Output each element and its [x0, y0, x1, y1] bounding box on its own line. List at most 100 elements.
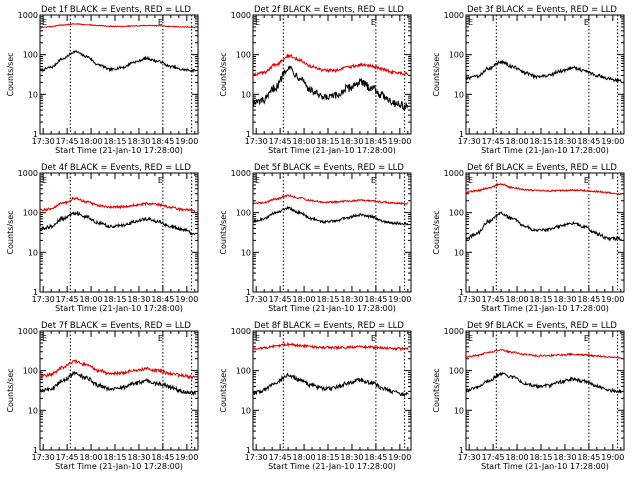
x-tick-label: 18:45	[151, 453, 174, 462]
x-tick-label: 17:30	[458, 295, 481, 304]
e-marker-label: E	[42, 176, 47, 185]
e-marker-label: E	[42, 18, 47, 27]
x-tick-label: 18:15	[103, 295, 126, 304]
e-marker-label: E	[158, 334, 163, 343]
x-tick-label: 17:45	[482, 453, 505, 462]
y-tick-label: 10	[241, 248, 251, 257]
x-tick-label: 19:00	[601, 137, 624, 146]
detector-panel-4: Det 4f BLACK = Events, RED = LLD 1 10 100 10…	[6, 163, 199, 313]
y-tick-label: 10	[28, 248, 38, 257]
plot-frame	[252, 14, 412, 135]
x-tick-label: 17:30	[245, 137, 268, 146]
x-axis-label: Start Time (21-Jan-10 17:28:00)	[55, 146, 183, 155]
events-series-line	[252, 65, 409, 112]
panel-title: Det 3f BLACK = Events, RED = LLD	[467, 5, 617, 15]
x-axis-label: Start Time (21-Jan-10 17:28:00)	[268, 146, 396, 155]
x-axis-label: Start Time (21-Jan-10 17:28:00)	[481, 146, 609, 155]
panel-title: Det 9f BLACK = Events, RED = LLD	[467, 321, 617, 331]
panel-title: Det 7f BLACK = Events, RED = LLD	[41, 321, 191, 331]
x-tick-label: 18:00	[80, 453, 103, 462]
x-tick-label: 17:30	[32, 295, 55, 304]
plot-frame	[465, 14, 625, 135]
y-tick-label: 10	[241, 406, 251, 415]
events-series-line	[465, 211, 622, 242]
x-tick-label: 18:45	[364, 453, 387, 462]
y-tick-label: 100	[23, 51, 38, 60]
detector-panel-5: Det 5f BLACK = Events, RED = LLD 1 10 100 10…	[219, 163, 412, 313]
y-axis-label: Counts/sec	[6, 368, 15, 412]
detector-panel-1: Det 1f BLACK = Events, RED = LLD 1 10 100 10…	[6, 5, 199, 155]
x-tick-label: 17:45	[269, 137, 292, 146]
x-tick-label: 18:00	[80, 295, 103, 304]
y-tick-label: 100	[236, 51, 251, 60]
y-tick-label: 1000	[18, 327, 38, 336]
x-tick-label: 17:30	[32, 137, 55, 146]
plot-frame	[465, 330, 625, 451]
x-tick-label: 19:00	[388, 453, 411, 462]
plot-frame	[252, 172, 412, 293]
events-series-line	[465, 371, 622, 394]
y-tick-label: 100	[449, 51, 464, 60]
y-tick-label: 10	[28, 406, 38, 415]
detector-panel-3: Det 3f BLACK = Events, RED = LLD 1 10 100 10…	[432, 5, 625, 155]
y-axis-label: Counts/sec	[432, 52, 441, 96]
y-tick-label: 1	[459, 130, 464, 139]
y-tick-label: 1	[33, 446, 38, 455]
y-tick-label: 1	[246, 446, 251, 455]
y-axis-label: Counts/sec	[219, 368, 228, 412]
e-marker-label: E	[468, 18, 473, 27]
y-tick-label: 1	[459, 288, 464, 297]
x-tick-label: 18:45	[577, 137, 600, 146]
x-tick-label: 18:30	[127, 137, 150, 146]
y-tick-label: 10	[28, 90, 38, 99]
x-tick-label: 18:15	[529, 137, 552, 146]
lld-series-line	[465, 348, 622, 359]
e-marker-label: E	[255, 334, 260, 343]
x-tick-label: 17:30	[458, 453, 481, 462]
y-tick-label: 1000	[444, 11, 464, 20]
x-tick-label: 17:45	[56, 295, 79, 304]
y-tick-label: 1000	[231, 11, 251, 20]
x-tick-label: 17:30	[32, 453, 55, 462]
x-tick-label: 18:30	[127, 295, 150, 304]
lld-series-line	[252, 194, 409, 206]
detector-panel-2: Det 2f BLACK = Events, RED = LLD 1 10 100 10…	[219, 5, 412, 155]
detector-panel-6: Det 6f BLACK = Events, RED = LLD 1 10 100 10…	[432, 163, 625, 313]
y-axis-label: Counts/sec	[219, 52, 228, 96]
x-tick-label: 18:00	[293, 453, 316, 462]
plot-frame	[39, 14, 199, 135]
x-tick-label: 18:30	[553, 295, 576, 304]
x-tick-label: 18:45	[577, 453, 600, 462]
x-tick-label: 18:15	[103, 453, 126, 462]
x-tick-label: 17:30	[245, 453, 268, 462]
plot-frame	[252, 330, 412, 451]
y-tick-label: 1000	[231, 327, 251, 336]
y-tick-label: 1	[33, 130, 38, 139]
x-tick-label: 19:00	[601, 295, 624, 304]
y-tick-label: 100	[23, 209, 38, 218]
x-tick-label: 18:00	[293, 295, 316, 304]
panel-title: Det 1f BLACK = Events, RED = LLD	[41, 5, 191, 15]
y-tick-label: 10	[454, 90, 464, 99]
events-series-line	[465, 59, 622, 83]
e-marker-label: E	[584, 334, 589, 343]
e-marker-label: E	[468, 176, 473, 185]
x-tick-label: 18:30	[553, 137, 576, 146]
detector-panel-9: Det 9f BLACK = Events, RED = LLD 1 10 100 10…	[432, 321, 625, 471]
x-tick-label: 18:45	[577, 295, 600, 304]
e-marker-label: E	[158, 18, 163, 27]
y-tick-label: 100	[236, 209, 251, 218]
x-tick-label: 18:15	[316, 453, 339, 462]
x-tick-label: 18:45	[151, 137, 174, 146]
x-axis-label: Start Time (21-Jan-10 17:28:00)	[481, 462, 609, 471]
x-tick-label: 18:30	[340, 295, 363, 304]
e-marker-label: E	[371, 176, 376, 185]
e-marker-label: E	[42, 334, 47, 343]
y-tick-label: 10	[241, 90, 251, 99]
x-tick-label: 19:00	[175, 453, 198, 462]
e-marker-label: E	[255, 176, 260, 185]
y-tick-label: 1	[246, 130, 251, 139]
x-tick-label: 18:45	[364, 137, 387, 146]
x-tick-label: 18:30	[553, 453, 576, 462]
